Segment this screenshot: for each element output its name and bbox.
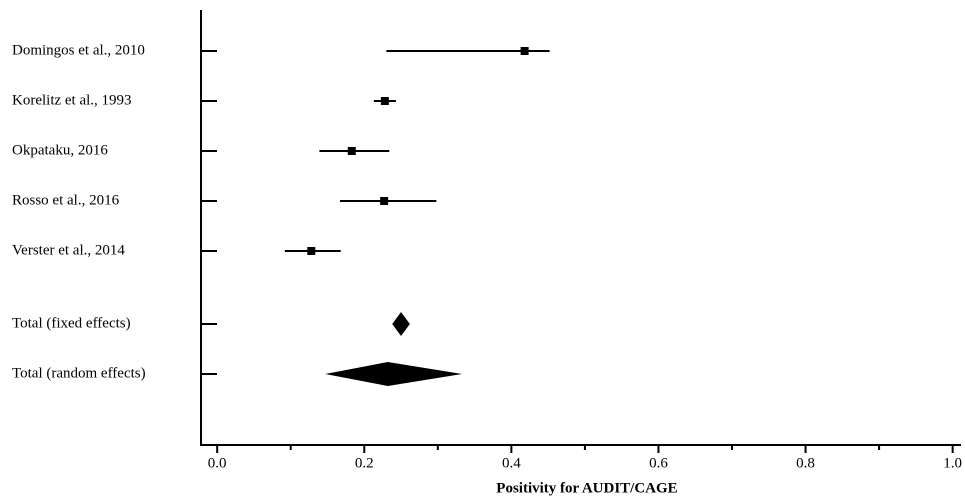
pooled-diamond (392, 312, 410, 336)
row-label: Verster et al., 2014 (12, 242, 125, 258)
row-label: Total (random effects) (12, 365, 146, 381)
x-tick-label: 1.0 (943, 455, 962, 471)
x-tick-label: 0.8 (796, 455, 815, 471)
point-estimate (347, 147, 356, 155)
x-tick-label: 0.2 (355, 455, 374, 471)
row-label: Domingos et al., 2010 (12, 42, 145, 58)
row-label: Okpataku, 2016 (12, 142, 108, 158)
x-tick-label: 0.4 (502, 455, 521, 471)
point-estimate (380, 97, 389, 105)
pooled-diamond (325, 362, 463, 386)
row-label: Total (fixed effects) (12, 315, 131, 331)
x-axis-label: Positivity for AUDIT/CAGE (496, 480, 677, 496)
x-tick-label: 0.0 (208, 455, 227, 471)
x-tick-label: 0.6 (649, 455, 668, 471)
row-label: Korelitz et al., 1993 (12, 92, 132, 108)
point-estimate (380, 197, 389, 205)
point-estimate (520, 47, 529, 55)
point-estimate (307, 247, 316, 255)
row-label: Rosso et al., 2016 (12, 192, 120, 208)
